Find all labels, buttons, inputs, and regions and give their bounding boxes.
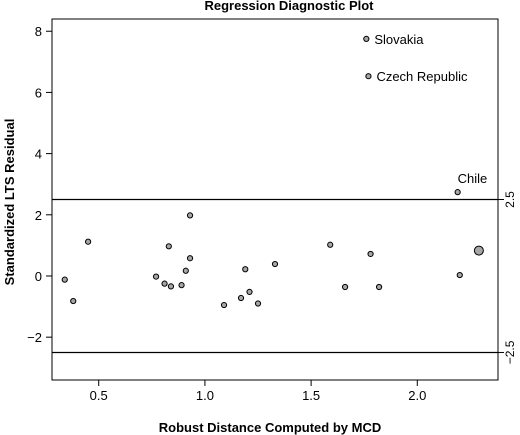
data-point: [327, 241, 334, 248]
data-point: [375, 283, 383, 291]
data-point: [456, 271, 463, 279]
data-point: [473, 245, 484, 256]
y-tick-label: 0: [35, 269, 42, 284]
x-axis: 0.5 1.0 1.5 2.0: [90, 380, 426, 403]
y-axis-label: Standardized LTS Residual: [2, 119, 17, 286]
data-point: [341, 283, 349, 291]
data-point: [152, 273, 160, 280]
data-point: [186, 255, 194, 262]
y-tick-label: 6: [35, 85, 42, 100]
chart-title: Regression Diagnostic Plot: [204, 0, 374, 13]
data-point: [242, 266, 249, 273]
point-annotation: Slovakia: [374, 32, 424, 47]
point-annotation: Chile: [458, 171, 488, 186]
x-tick-label: 2.0: [408, 388, 426, 403]
x-axis-label: Robust Distance Computed by MCD: [159, 420, 381, 435]
cutoff-lines: 2.5 −2.5: [52, 191, 517, 364]
data-point: [237, 294, 245, 302]
y-axis: −2 0 2 4 6 8: [27, 24, 52, 345]
cutoff-label: −2.5: [503, 340, 517, 364]
outlier-point: [365, 73, 372, 80]
data-point: [367, 250, 374, 258]
outlier-point: [454, 189, 461, 196]
data-point: [161, 280, 168, 287]
x-tick-label: 1.5: [302, 388, 320, 403]
y-tick-label: 2: [35, 208, 42, 223]
cutoff-label: 2.5: [503, 191, 517, 208]
data-point: [85, 238, 92, 245]
data-point: [246, 288, 253, 295]
y-tick-label: −2: [27, 330, 42, 345]
data-point: [254, 300, 262, 307]
data-point: [70, 297, 77, 305]
x-tick-label: 0.5: [90, 388, 108, 403]
x-tick-label: 1.0: [196, 388, 214, 403]
y-tick-label: 8: [35, 24, 42, 39]
outlier-point: [363, 35, 370, 42]
data-point: [271, 260, 279, 268]
data-point: [220, 301, 228, 309]
data-point: [61, 276, 68, 283]
y-tick-label: 4: [35, 147, 42, 162]
data-point: [186, 212, 194, 219]
point-annotation: Czech Republic: [376, 69, 468, 84]
data-point: [167, 283, 175, 290]
data-points: Slovakia Czech Republic Chile: [61, 32, 488, 309]
data-point: [165, 243, 172, 250]
data-point: [182, 267, 189, 274]
data-point: [178, 282, 185, 289]
